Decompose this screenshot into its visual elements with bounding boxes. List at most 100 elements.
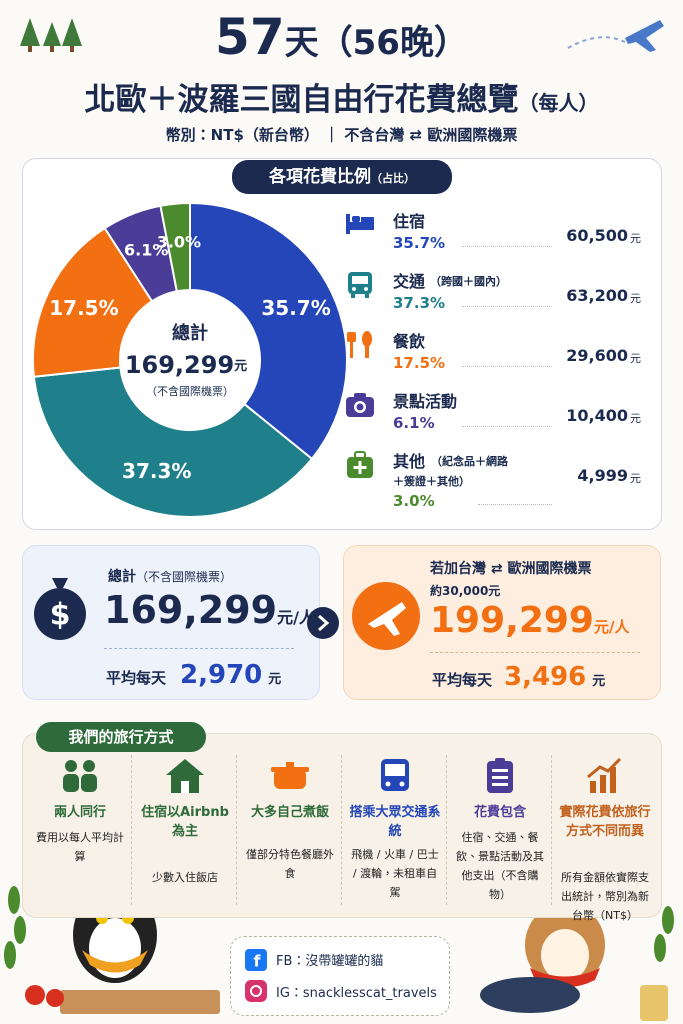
social-icons: f: [245, 949, 267, 1002]
style-desc: 少數入住飯店: [152, 871, 218, 884]
center-unit: 元: [234, 359, 247, 374]
style-icon-graphic: [166, 759, 204, 793]
category-unit: 元: [630, 412, 641, 425]
column-divider: [446, 755, 447, 905]
category-unit: 元: [630, 232, 641, 245]
category-percent: 17.5%: [393, 354, 446, 372]
days-text: 天（56晚）: [284, 23, 468, 63]
footer-panel: [230, 936, 450, 1016]
legend-icon: [343, 268, 377, 302]
style-title: 搭乘大眾交通系統: [349, 805, 441, 839]
center-amount: 169,299: [125, 351, 234, 379]
total-note: （不含國際機票）: [136, 570, 233, 584]
legend-icon: [343, 328, 377, 362]
avg-row: 平均每天 2,970 元: [106, 660, 281, 690]
category-icon: [347, 331, 372, 358]
avg-unit: 元: [592, 674, 606, 689]
column-divider: [131, 755, 132, 905]
chart-title-pill: 各項花費比例（占比）: [232, 160, 452, 194]
style-icon: [374, 757, 416, 795]
flight-label: 若加台灣 ⇄ 歐洲國際機票: [430, 561, 592, 577]
legend-icon: [343, 388, 377, 422]
center-note: （不含國際機票）: [146, 384, 234, 398]
style-icon: [59, 757, 101, 795]
style-title: 兩人同行: [53, 805, 106, 820]
donut-slice: [32, 226, 154, 378]
style-icon-graphic: [381, 759, 409, 791]
money-bag-icon: $: [34, 578, 86, 640]
legend-name-row: 交通: [393, 268, 425, 292]
total-amount: 169,299: [104, 588, 278, 632]
category-percent: 37.3%: [393, 294, 446, 312]
flight-avg-row: 平均每天 3,496 元: [432, 662, 605, 692]
legend-name-row: 景點活動: [393, 388, 457, 412]
center-label: 總計: [172, 322, 208, 344]
slice-label: 6.1%: [124, 240, 168, 259]
total-amount-row: 169,299元/人: [104, 588, 315, 632]
category-name: 住宿: [393, 212, 426, 231]
avg-value: 2,970: [180, 660, 263, 690]
category-icon: [347, 451, 373, 478]
footer-ig: IG：snacklesscat_travels: [276, 986, 437, 1001]
center-value: 169,299元: [125, 351, 247, 379]
category-name: 餐飲: [393, 332, 426, 351]
subtitle: 幣別：NT$（新台幣） ｜ 不含台灣 ⇄ 歐洲國際機票: [165, 126, 518, 144]
chart-title: 各項花費比例: [269, 167, 371, 187]
style-title: 花費包含: [473, 805, 526, 820]
donut-slice: [32, 366, 314, 518]
category-unit: 元: [630, 352, 641, 365]
legend-name-row: 餐飲: [393, 328, 425, 352]
category-icon: [346, 393, 374, 417]
leader-line: [462, 246, 552, 247]
header-days: 57天（56晚）: [0, 8, 683, 66]
style-desc: 飛機 / 火車 / 巴士 / 渡輪，未租車自駕: [351, 848, 439, 899]
category-note: （跨國＋國內）: [430, 275, 507, 288]
style-icon-graphic: [487, 758, 513, 793]
footer-fb: FB：沒帶罐罐的貓: [276, 954, 384, 969]
flight-icon: [352, 582, 420, 650]
style-desc: 僅部分特色餐廳外食: [246, 848, 334, 880]
total-label-row: 總計（不含國際機票）: [108, 566, 232, 586]
svg-text:$: $: [50, 598, 71, 633]
divider: [104, 648, 294, 649]
travel-style-panel: [22, 733, 662, 918]
avg-label: 平均每天: [106, 669, 167, 687]
plane-icon: [625, 20, 664, 52]
flight-amount: 199,299: [430, 600, 594, 641]
avg-label: 平均每天: [432, 671, 493, 689]
category-unit: 元: [630, 292, 641, 305]
column-divider: [236, 755, 237, 905]
title: 北歐＋波羅三國自由行花費總覽: [84, 82, 519, 118]
donut-chart: 35.7%37.3%17.5%6.1%3.0%總計169,299元（不含國際機票…: [32, 201, 348, 518]
style-title: 大多自己煮飯: [250, 805, 329, 820]
style-title: 實際花費依旅行方式不同而異: [559, 805, 651, 839]
style-icon-graphic: [271, 762, 309, 789]
category-name: 景點活動: [393, 392, 458, 411]
legend-name-row: 其他: [393, 448, 425, 472]
leader-line: [478, 504, 552, 505]
category-icon: [346, 214, 374, 234]
header-title: 北歐＋波羅三國自由行花費總覽（每人）: [0, 74, 683, 119]
title-note: （每人）: [518, 91, 599, 115]
category-name: 其他: [393, 452, 426, 471]
total-unit: 元/人: [277, 608, 315, 627]
style-icon: [479, 757, 521, 795]
leader-line: [462, 306, 552, 307]
column-divider: [551, 755, 552, 905]
avg-unit: 元: [268, 672, 282, 687]
days-number: 57: [215, 8, 285, 66]
chart-subtitle: （占比）: [371, 172, 415, 185]
legend-name-row: 住宿: [393, 208, 425, 232]
category-icon: [348, 272, 372, 298]
slice-label: 37.3%: [122, 459, 191, 483]
donut-slice: [189, 201, 348, 461]
style-desc: 所有金額依實際支出統計，幣別為新台幣（NT$）: [561, 871, 649, 922]
category-percent: 35.7%: [393, 234, 446, 252]
category-percent: 6.1%: [393, 414, 435, 432]
style-icon-graphic: [63, 760, 97, 792]
slice-label: 35.7%: [261, 296, 330, 320]
category-amount: 60,500: [566, 226, 628, 245]
style-title: 住宿以Airbnb為主: [141, 805, 229, 839]
flight-note: 約30,000元: [430, 584, 501, 598]
